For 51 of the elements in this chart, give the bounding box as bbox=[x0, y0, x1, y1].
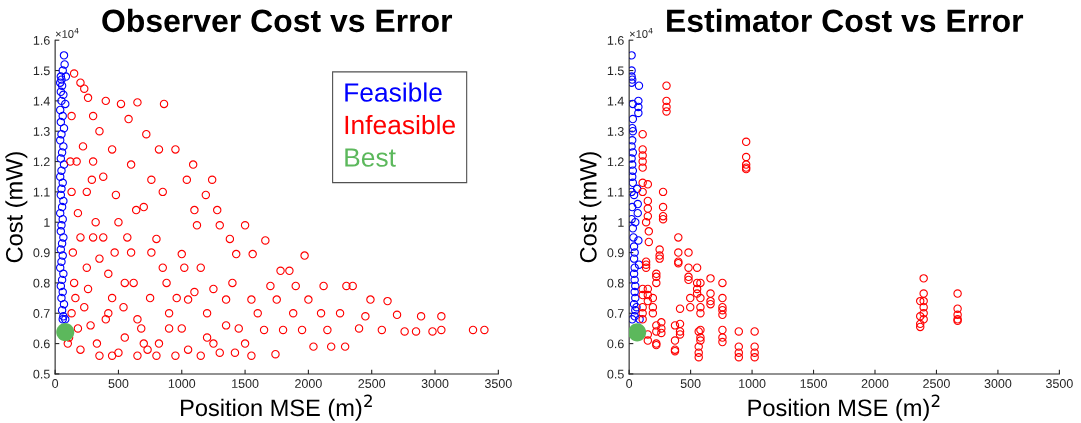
y-tick-label: 0.9 bbox=[607, 248, 624, 258]
y-tick-label: 1.3 bbox=[607, 127, 624, 136]
x-axis-title: Position MSE (m)$^{2}$ bbox=[181, 394, 372, 421]
x-tick-label: 2000 bbox=[295, 379, 322, 388]
x-tick-label: 0 bbox=[52, 379, 59, 388]
x-tick-label: 3500 bbox=[484, 379, 512, 388]
y-tick-label: 0.6 bbox=[33, 339, 50, 349]
y-tick-label: 1 bbox=[44, 218, 50, 227]
y-tick-label: 1.6 bbox=[607, 35, 624, 45]
y-tick-label: 1.3 bbox=[33, 127, 50, 136]
chart-title: Estimator Cost vs Error bbox=[667, 8, 1024, 33]
y-tick-label: 1.2 bbox=[607, 157, 624, 167]
x-tick-label: 2500 bbox=[358, 379, 386, 388]
y-tick-label: 0.7 bbox=[607, 309, 624, 318]
y-tick-label: 0.9 bbox=[33, 248, 50, 258]
y-tick-label: 0.8 bbox=[607, 278, 624, 288]
x-tick-label: 3000 bbox=[984, 379, 1012, 388]
y-tick-label: 1.4 bbox=[607, 96, 624, 106]
y-tick-label: 0.7 bbox=[33, 309, 50, 318]
y-tick-label: 0.5 bbox=[33, 369, 50, 379]
y-tick-label: 1.1 bbox=[33, 187, 50, 197]
x-tick-label: 0 bbox=[626, 379, 633, 388]
x-tick-label: 3000 bbox=[421, 379, 449, 388]
text: Infeasible bbox=[345, 114, 455, 135]
text: Feasible bbox=[345, 82, 442, 102]
text: ×10$^{4}$ bbox=[629, 27, 653, 38]
x-tick-label: 1000 bbox=[739, 379, 766, 388]
x-tick-label: 1000 bbox=[168, 379, 196, 388]
text: Best bbox=[345, 148, 396, 167]
y-axis-title: Cost (mW) bbox=[5, 152, 28, 263]
y-axis-title: Cost (mW) bbox=[579, 152, 602, 263]
y-tick-label: 1.5 bbox=[607, 66, 624, 76]
x-tick-label: 2000 bbox=[861, 379, 889, 388]
y-tick-label: 0.8 bbox=[33, 278, 50, 288]
x-axis-title: Position MSE (m)$^{2}$ bbox=[748, 394, 940, 421]
x-tick-label: 1500 bbox=[800, 379, 827, 388]
text: ×10$^{4}$ bbox=[55, 27, 79, 38]
y-tick-label: 1.5 bbox=[33, 66, 50, 76]
y-tick-label: 1.6 bbox=[33, 35, 50, 45]
y-tick-label: 1.1 bbox=[607, 187, 624, 197]
x-tick-label: 500 bbox=[680, 379, 701, 388]
y-tick-label: 1.2 bbox=[33, 157, 50, 167]
y-tick-label: 1 bbox=[618, 218, 624, 227]
x-tick-label: 2500 bbox=[923, 379, 950, 388]
x-tick-label: 1500 bbox=[232, 379, 259, 388]
chart-title: Observer Cost vs Error bbox=[102, 8, 453, 33]
y-tick-label: 1.4 bbox=[33, 96, 50, 106]
x-tick-label: 3500 bbox=[1045, 379, 1073, 388]
x-tick-label: 500 bbox=[108, 379, 129, 388]
y-tick-label: 0.5 bbox=[607, 369, 624, 379]
y-tick-label: 0.6 bbox=[607, 339, 624, 349]
